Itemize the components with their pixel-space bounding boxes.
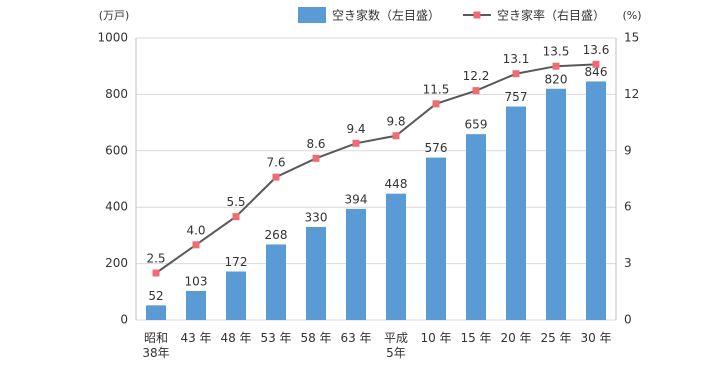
bar-value-label: 757: [505, 90, 528, 104]
line-value-label: 13.6: [583, 43, 610, 57]
bar: [466, 134, 486, 320]
x-tick-label: 53 年: [260, 331, 291, 345]
line-value-label: 12.2: [463, 69, 490, 83]
line-value-label: 8.6: [306, 137, 325, 151]
bar-value-label: 330: [305, 210, 328, 224]
line-marker: [192, 241, 200, 249]
line-value-label: 9.4: [346, 122, 365, 136]
legend-swatch: [298, 7, 326, 23]
bar: [346, 208, 366, 320]
x-tick-label: 43 年: [180, 331, 211, 345]
x-tick-label: 48 年: [220, 331, 251, 345]
bar: [146, 305, 166, 320]
bar: [186, 290, 206, 320]
line-marker: [432, 100, 440, 108]
x-tick-label: 15 年: [460, 331, 491, 345]
x-tick-label: 63 年: [340, 331, 371, 345]
line-value-label: 13.5: [543, 45, 570, 59]
bar-value-label: 103: [185, 274, 208, 288]
bar: [586, 81, 606, 320]
y2-tick-label: 9: [624, 143, 632, 157]
bar-value-label: 394: [345, 192, 368, 206]
bar: [306, 226, 326, 320]
line-marker: [392, 132, 400, 140]
line-marker: [232, 213, 240, 221]
bar-value-label: 659: [465, 118, 488, 132]
bar: [266, 244, 286, 320]
y-tick-label: 200: [105, 256, 128, 270]
bar-value-label: 576: [425, 141, 448, 155]
bar-value-label: 172: [225, 255, 248, 269]
bar: [426, 157, 446, 320]
line-marker: [152, 269, 160, 277]
line-marker: [512, 70, 520, 78]
bar: [506, 106, 526, 320]
x-tick-label: 20 年: [500, 331, 531, 345]
y-tick-label: 1000: [97, 31, 128, 45]
y-tick-label: 600: [105, 143, 128, 157]
bar-value-label: 52: [148, 289, 163, 303]
line-value-label: 5.5: [226, 195, 245, 209]
legend-label: 空き家率（右目盛）: [497, 8, 605, 23]
x-tick-label: 平成 5年: [384, 331, 408, 360]
line-marker: [312, 154, 320, 162]
y2-tick-label: 6: [624, 200, 632, 214]
y-tick-label: 400: [105, 200, 128, 214]
line-value-label: 2.5: [146, 252, 165, 266]
legend-label: 空き家数（左目盛）: [332, 8, 440, 23]
y2-tick-label: 15: [624, 31, 639, 45]
y-tick-label: 800: [105, 87, 128, 101]
bar-value-label: 846: [585, 65, 608, 79]
x-tick-label: 25 年: [540, 331, 571, 345]
bar-value-label: 448: [385, 177, 408, 191]
line-value-label: 9.8: [386, 114, 405, 128]
y2-tick-label: 3: [624, 256, 632, 270]
y2-tick-label: 12: [624, 87, 639, 101]
bar: [386, 193, 406, 320]
y2-tick-label: 0: [624, 313, 632, 327]
line-value-label: 4.0: [186, 223, 205, 237]
line-marker: [472, 87, 480, 95]
line-value-label: 13.1: [503, 52, 530, 66]
line-marker: [352, 139, 360, 147]
y2-axis-label: (%): [622, 9, 641, 22]
y-axis-label: (万戸): [99, 9, 130, 22]
x-tick-label: 58 年: [300, 331, 331, 345]
bar: [546, 88, 566, 320]
x-tick-label: 昭和 38年: [142, 331, 169, 360]
legend-swatch: [473, 11, 481, 19]
line-value-label: 11.5: [423, 82, 450, 96]
line-value-label: 7.6: [266, 156, 285, 170]
line-marker: [272, 173, 280, 181]
y-tick-label: 0: [120, 313, 128, 327]
x-tick-label: 10 年: [420, 331, 451, 345]
bar: [226, 271, 246, 320]
line: [155, 63, 597, 274]
line-marker: [592, 60, 600, 68]
bar-value-label: 268: [265, 228, 288, 242]
line-marker: [552, 62, 560, 70]
bar-value-label: 820: [545, 72, 568, 86]
x-tick-label: 30 年: [580, 331, 611, 345]
